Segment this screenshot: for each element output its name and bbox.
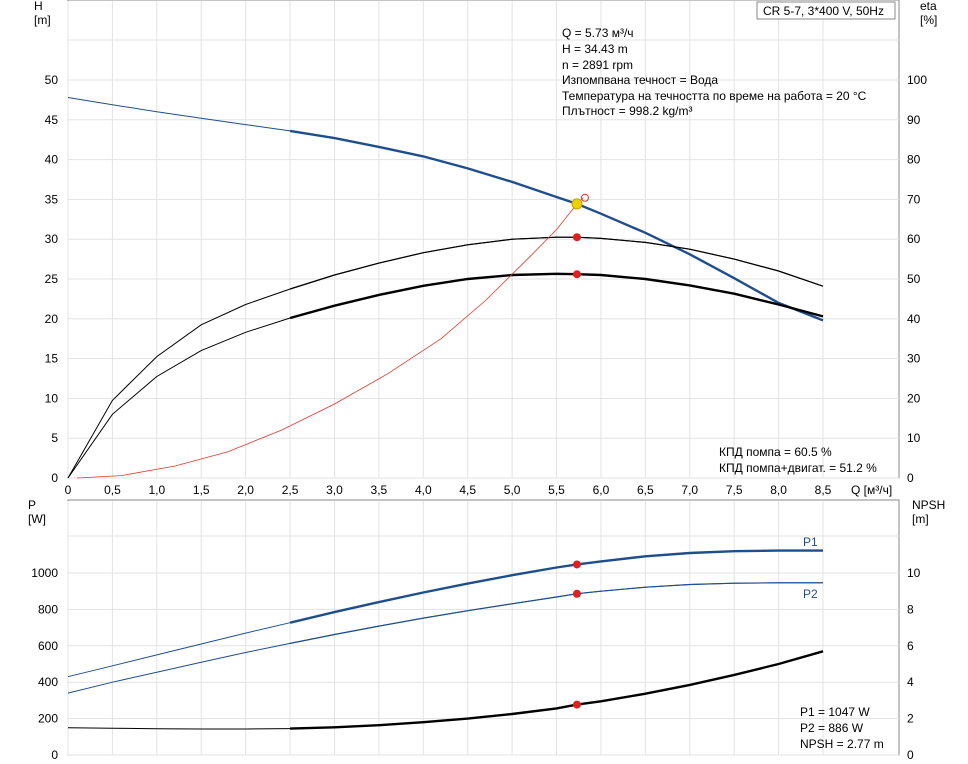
x-tick-label: 2,0 (237, 483, 254, 497)
info-line: n = 2891 rpm (562, 58, 633, 72)
title-box-text: CR 5-7, 3*400 V, 50Hz (763, 4, 884, 18)
curve-thin (67, 550, 823, 678)
bottom-left-axis-label: P [W] (28, 498, 46, 526)
x-tick-label: 7,5 (726, 483, 743, 497)
title-box (756, 1, 896, 20)
top-right-axis-label: eta [%] (920, 0, 937, 27)
operating-point-marker (572, 700, 581, 709)
y-tick-label-right: 0 (907, 748, 914, 762)
y-tick-label-left: 45 (45, 113, 59, 127)
x-tick-label: 7,0 (681, 483, 698, 497)
y-tick-label-right: 4 (907, 675, 914, 689)
x-tick-label: 4,5 (459, 483, 476, 497)
top-left-axis-label: H [m] (34, 0, 51, 27)
y-tick-label-right: 100 (907, 73, 927, 87)
y-tick-label-right: 10 (907, 431, 921, 445)
y-tick-label-right: 10 (907, 566, 921, 580)
y-tick-label-right: 8 (907, 602, 914, 616)
info-line: Q = 5.73 м³/ч (562, 26, 634, 40)
y-tick-label-left: 400 (38, 675, 58, 689)
y-tick-label-left: 800 (38, 602, 58, 616)
x-tick-label: 8,0 (770, 483, 787, 497)
curve-thin (67, 273, 824, 479)
y-tick-label-right: 20 (907, 391, 921, 405)
y-tick-label-right: 70 (907, 192, 921, 206)
curve-operating-range (289, 236, 824, 290)
x-tick-label: 1,5 (193, 483, 210, 497)
x-tick-label: 5,0 (504, 483, 521, 497)
curve-operating-range (289, 549, 823, 624)
series-label-p2: P2 (803, 587, 818, 601)
y-tick-label-left: 200 (38, 712, 58, 726)
operating-point-marker (572, 233, 581, 242)
info-line: NPSH = 2.77 m (800, 737, 884, 751)
x-tick-label: 4,0 (415, 483, 432, 497)
y-tick-label-left: 50 (45, 73, 59, 87)
info-line: P1 = 1047 W (800, 705, 870, 719)
x-tick-label: 6,0 (593, 483, 610, 497)
curve-operating-range (290, 650, 824, 730)
power-info: P1 = 1047 W P2 = 886 W NPSH = 2.77 m (800, 705, 884, 751)
y-tick-label-right: 60 (907, 232, 921, 246)
y-tick-label-left: 20 (45, 312, 59, 326)
y-tick-label-left: 0 (51, 748, 58, 762)
y-tick-label-left: 25 (45, 272, 59, 286)
info-line: P2 = 886 W (800, 721, 864, 735)
info-line: КПД помпа = 60.5 % (719, 445, 832, 459)
y-tick-label-left: 40 (45, 153, 59, 167)
curve-thin (67, 582, 823, 694)
y-tick-label-left: 600 (38, 639, 58, 653)
curve-operating-range (289, 129, 824, 322)
x-tick-label: 6,5 (637, 483, 654, 497)
x-tick-label: 3,0 (326, 483, 343, 497)
efficiency-info: КПД помпа = 60.5 % КПД помпа+двигат. = 5… (719, 445, 877, 475)
operating-point-marker (572, 270, 581, 279)
y-tick-label-right: 40 (907, 312, 921, 326)
x-tick-label: 5,5 (548, 483, 565, 497)
npsh-end-marker (580, 193, 589, 202)
x-tick-label: 2,5 (282, 483, 299, 497)
y-tick-label-right: 80 (907, 153, 921, 167)
curve-thin (67, 236, 824, 479)
bottom-right-axis-label: NPSH [m] (912, 498, 945, 526)
y-tick-label-left: 1000 (31, 566, 58, 580)
curve-operating-range (289, 272, 824, 320)
y-tick-label-left: 0 (51, 471, 58, 485)
y-tick-label-right: 30 (907, 352, 921, 366)
y-tick-label-right: 90 (907, 113, 921, 127)
y-tick-label-left: 35 (45, 192, 59, 206)
y-tick-label-right: 0 (907, 471, 914, 485)
y-tick-label-left: 10 (45, 391, 59, 405)
operating-point-marker (572, 589, 581, 598)
x-tick-label: 8,5 (815, 483, 832, 497)
y-tick-label-right: 50 (907, 272, 921, 286)
info-line: Температура на течността по време на раб… (562, 89, 867, 103)
x-tick-label: 0,5 (104, 483, 121, 497)
y-tick-label-left: 15 (45, 352, 59, 366)
curve-thin (67, 650, 824, 730)
y-tick-label-right: 2 (907, 712, 914, 726)
curve-operating-range (289, 582, 823, 644)
operating-point-marker (571, 198, 583, 210)
info-line: H = 34.43 m (562, 42, 628, 56)
info-line: Изпомпвана течност = Вода (562, 73, 718, 87)
x-tick-label: 1,0 (148, 483, 165, 497)
operating-point-marker (572, 560, 581, 569)
info-line: Плътност = 998.2 kg/m³ (562, 104, 692, 118)
y-tick-label-left: 5 (51, 431, 58, 445)
y-tick-label-right: 6 (907, 639, 914, 653)
info-line: КПД помпа+двигат. = 51.2 % (719, 461, 877, 475)
operating-point-info: Q = 5.73 м³/ч H = 34.43 m n = 2891 rpm И… (562, 26, 867, 118)
x-tick-label: 3,5 (371, 483, 388, 497)
x-tick-label: 0 (65, 483, 72, 497)
x-axis-label: Q [м³/ч] (851, 483, 892, 497)
y-tick-label-left: 30 (45, 232, 59, 246)
curve-thin (76, 197, 584, 479)
series-label-p1: P1 (803, 535, 818, 549)
curve-thin (67, 97, 824, 321)
